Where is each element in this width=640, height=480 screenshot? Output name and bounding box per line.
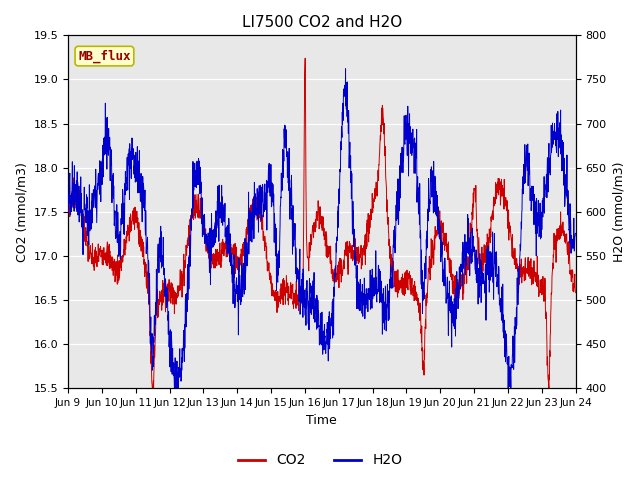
Y-axis label: CO2 (mmol/m3): CO2 (mmol/m3) — [15, 162, 28, 262]
Title: LI7500 CO2 and H2O: LI7500 CO2 and H2O — [242, 15, 402, 30]
X-axis label: Time: Time — [307, 414, 337, 427]
Legend: CO2, H2O: CO2, H2O — [232, 448, 408, 473]
Text: MB_flux: MB_flux — [78, 49, 131, 63]
Y-axis label: H2O (mmol/m3): H2O (mmol/m3) — [612, 162, 625, 262]
